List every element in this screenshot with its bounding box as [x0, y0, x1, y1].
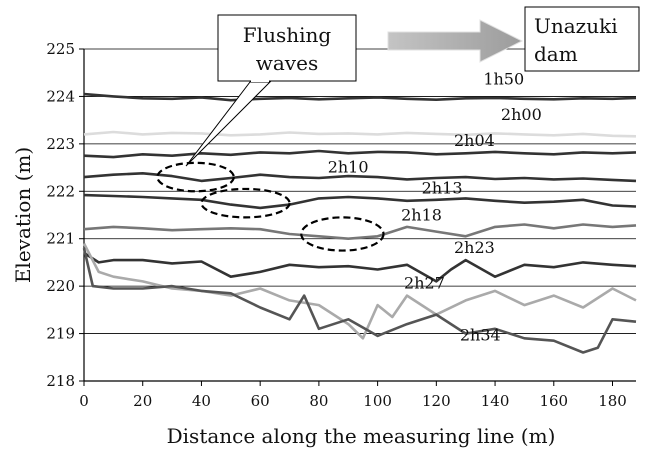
y-tick-label: 222 [46, 182, 75, 200]
series-line-2h34 [82, 247, 637, 354]
series-label-2h23: 2h23 [454, 238, 495, 257]
flushing-wave-markers [156, 161, 385, 252]
y-tick-label: 221 [46, 230, 75, 248]
series-line-2h10 [83, 172, 637, 183]
y-tick-label: 224 [46, 87, 75, 105]
x-tick-label: 180 [598, 392, 627, 410]
series-line-2h04 [83, 149, 637, 159]
x-tick-label: 0 [79, 392, 89, 410]
y-tick-label: 219 [46, 325, 75, 343]
series-label-2h13: 2h13 [422, 179, 463, 198]
series-line-1h50 [83, 92, 637, 102]
y-tick-label: 225 [46, 40, 75, 58]
x-axis-label: Distance along the measuring line (m) [167, 424, 556, 448]
callout-box [217, 14, 357, 82]
x-tick-label: 120 [422, 392, 451, 410]
series-line-2h27 [82, 242, 637, 340]
series-label-1h50: 1h50 [483, 70, 524, 89]
flushing-waves-callout: Flushing waves [185, 14, 357, 167]
x-tick-labels: 0 20 40 60 80 100 120 140 160 180 [79, 381, 627, 410]
x-tick-label: 20 [133, 392, 152, 410]
dam-label-line-2: dam [534, 42, 578, 66]
series-label-2h34: 2h34 [460, 326, 501, 345]
y-tick-label: 218 [46, 372, 75, 390]
flushing-wave-ellipse-3 [300, 216, 385, 252]
flushing-wave-ellipse-2 [200, 187, 291, 219]
dam-box [524, 6, 640, 72]
flushing-wave-ellipse-1 [156, 161, 235, 193]
series-line-2h13 [83, 193, 637, 210]
callout-line-1: Flushing [243, 23, 332, 47]
x-tick-label: 80 [309, 392, 328, 410]
x-tick-label: 40 [192, 392, 211, 410]
y-axis-label: Elevation (m) [11, 147, 35, 283]
series-line-2h00 [83, 130, 637, 138]
y-tick-labels: 218 219 220 221 222 223 224 225 [46, 40, 84, 390]
x-tick-label: 60 [251, 392, 270, 410]
series-label-2h18: 2h18 [401, 206, 442, 225]
series-label-2h27: 2h27 [404, 274, 445, 293]
x-tick-label: 160 [539, 392, 568, 410]
unazuki-dam-box: Unazuki dam [524, 6, 640, 72]
series-line-2h18 [83, 223, 637, 240]
series-lines [82, 92, 637, 354]
callout-line-2: waves [256, 51, 318, 75]
x-tick-label: 140 [481, 392, 510, 410]
y-tick-label: 223 [46, 135, 75, 153]
x-tick-label: 100 [363, 392, 392, 410]
downstream-arrow-icon [387, 19, 524, 63]
series-line-2h23 [83, 251, 637, 283]
series-label-2h04: 2h04 [454, 131, 495, 150]
series-label-2h00: 2h00 [501, 105, 542, 124]
series-label-2h10: 2h10 [328, 157, 369, 176]
y-tick-label: 220 [46, 277, 75, 295]
dam-label-line-1: Unazuki [534, 14, 618, 38]
series-labels: 1h50 2h00 2h04 2h10 2h13 2h18 2h23 2h27 2h34 [328, 70, 542, 345]
